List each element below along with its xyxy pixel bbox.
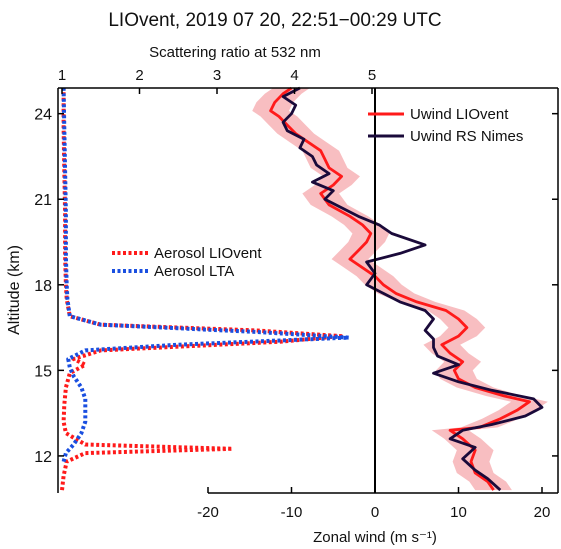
bottom-tick-label: -10 — [281, 504, 303, 521]
top-tick-label: 3 — [213, 67, 221, 84]
y-tick-label: 15 — [34, 363, 52, 380]
top-axis-label: Scattering ratio at 532 nm — [149, 44, 321, 61]
y-tick-label: 12 — [34, 449, 52, 466]
legend-label-uwind-liovent: Uwind LIOvent — [410, 106, 509, 123]
bottom-tick-label: 0 — [371, 504, 379, 521]
top-tick-label: 2 — [135, 67, 143, 84]
axes-layer — [57, 87, 559, 494]
chart-title: LIOvent, 2019 07 20, 22:51−00:29 UTC — [108, 10, 441, 31]
bottom-axis-label: Zonal wind (m s⁻¹) — [313, 529, 437, 546]
legend-layer: Uwind LIOvent Uwind RS Nimes Aerosol LIOve… — [112, 106, 523, 280]
uncertainty-band-layer — [252, 88, 548, 491]
bottom-tick-label: -20 — [197, 504, 219, 521]
legend-label-aerosol-liovent: Aerosol LIOvent — [154, 245, 262, 262]
series-line-uwind-liovent — [269, 86, 531, 491]
y-tick-label: 21 — [34, 192, 52, 209]
top-tick-label: 5 — [368, 67, 376, 84]
series-line-aerosol-lta — [61, 87, 351, 463]
legend-label-uwind-rs-nimes: Uwind RS Nimes — [410, 128, 523, 145]
top-tick-label: 4 — [290, 67, 298, 84]
y-tick-label: 24 — [34, 107, 52, 124]
uwind-liovent-uncertainty-band — [252, 88, 548, 491]
series-layer — [60, 86, 544, 492]
bottom-tick-label: 10 — [450, 504, 467, 521]
legend-label-aerosol-lta: Aerosol LTA — [154, 263, 234, 280]
bottom-tick-label: 20 — [534, 504, 551, 521]
top-tick-label: 1 — [58, 67, 66, 84]
y-tick-label: 18 — [34, 278, 52, 295]
y-axis-label: Altitude (km) — [6, 245, 23, 335]
series-line-aerosol-liovent — [60, 88, 343, 491]
